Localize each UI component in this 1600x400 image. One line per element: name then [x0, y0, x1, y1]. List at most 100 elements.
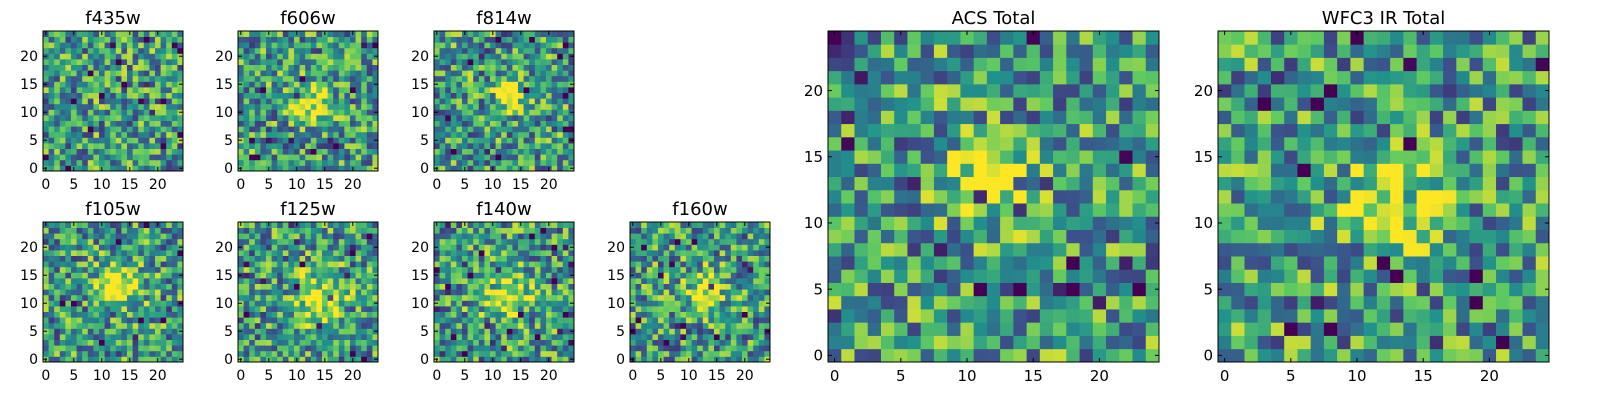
heatmap-cell	[149, 103, 156, 110]
heatmap-cell	[484, 250, 491, 256]
heatmap-cell	[646, 300, 653, 307]
heatmap-cell	[316, 300, 323, 307]
heatmap-cell	[48, 334, 55, 340]
heatmap-cell	[43, 261, 49, 268]
heatmap-cell	[282, 238, 289, 245]
heatmap-cell	[155, 148, 161, 155]
heatmap-cell	[534, 334, 541, 340]
heatmap-cell	[277, 255, 284, 262]
heatmap-cell	[920, 256, 935, 270]
heatmap-cell	[540, 137, 547, 144]
heatmap-cell	[43, 250, 49, 256]
heatmap-cell	[177, 47, 184, 54]
heatmap-cell	[366, 334, 373, 340]
heatmap-cell	[76, 339, 83, 346]
heatmap-cell	[758, 328, 765, 335]
heatmap-cell	[149, 328, 156, 335]
heatmap-cell	[361, 109, 368, 116]
heatmap-cell	[546, 42, 552, 49]
heatmap-cell	[65, 137, 72, 144]
heatmap-cell	[562, 350, 569, 357]
heatmap-cell	[48, 137, 55, 144]
heatmap-cell	[562, 115, 569, 121]
heatmap-cell	[254, 283, 261, 290]
heatmap-cell	[523, 98, 530, 105]
heatmap-cell	[669, 266, 676, 273]
heatmap-cell	[59, 311, 66, 318]
heatmap-cell	[462, 334, 468, 340]
heatmap-cell	[691, 278, 698, 284]
heatmap-cell	[305, 109, 312, 116]
heatmap-cell	[65, 47, 72, 54]
heatmap-cell	[288, 70, 295, 77]
heatmap-cell	[115, 350, 122, 357]
heatmap-cell	[933, 256, 948, 270]
heatmap-cell	[54, 222, 61, 228]
heatmap-cell	[1066, 295, 1080, 310]
heatmap-cell	[93, 137, 100, 144]
heatmap-cell	[742, 345, 748, 352]
heatmap-cell	[277, 261, 284, 268]
heatmap-cell	[266, 345, 272, 352]
heatmap-cell	[350, 53, 356, 60]
heatmap-cell	[674, 334, 681, 340]
heatmap-cell	[742, 294, 748, 301]
heatmap-cell	[546, 255, 552, 262]
heatmap-cell	[434, 70, 440, 77]
heatmap-cell	[99, 345, 105, 352]
heatmap-cell	[65, 98, 72, 105]
heatmap-cell	[82, 126, 89, 133]
y-tick-label: 15	[215, 77, 233, 93]
heatmap-cell	[155, 283, 161, 290]
heatmap-cell	[76, 272, 83, 279]
heatmap-cell	[490, 98, 496, 105]
heatmap-cell	[562, 70, 569, 77]
heatmap-cell	[501, 103, 508, 110]
heatmap-cell	[686, 294, 692, 301]
heatmap-cell	[439, 294, 446, 301]
heatmap-cell	[271, 294, 278, 301]
heatmap-cell	[747, 266, 754, 273]
heatmap-cell	[641, 255, 648, 262]
heatmap-cell	[495, 345, 502, 352]
heatmap-cell	[372, 306, 379, 312]
heatmap-cell	[282, 266, 289, 273]
heatmap-cell	[310, 131, 317, 138]
heatmap-cell	[338, 103, 345, 110]
heatmap-cell	[149, 64, 156, 71]
heatmap-cell	[646, 255, 653, 262]
heatmap-cell	[562, 233, 569, 240]
heatmap-cell	[456, 294, 463, 301]
heatmap-cell	[260, 154, 267, 161]
heatmap-cell	[540, 36, 547, 43]
heatmap-cell	[43, 159, 49, 166]
heatmap-cell	[294, 238, 300, 245]
heatmap-cell	[518, 81, 524, 88]
heatmap-cell	[714, 255, 720, 262]
heatmap-cell	[1039, 322, 1054, 336]
heatmap-cell	[529, 159, 536, 166]
heatmap-cell	[557, 244, 564, 251]
heatmap-cell	[338, 222, 345, 228]
heatmap-cell	[1066, 282, 1080, 297]
heatmap-cell	[316, 266, 323, 273]
heatmap-cell	[266, 87, 272, 93]
heatmap-cell	[523, 143, 530, 149]
heatmap-cell	[166, 255, 173, 262]
heatmap-cell	[551, 317, 558, 324]
heatmap-cell	[71, 300, 77, 307]
heatmap-cell	[562, 294, 569, 301]
heatmap-cell	[434, 64, 440, 71]
heatmap-cell	[434, 317, 440, 324]
heatmap-cell	[249, 148, 256, 155]
heatmap-cell	[65, 42, 72, 49]
heatmap-cell	[546, 272, 552, 279]
heatmap-cell	[557, 165, 564, 172]
heatmap-cell	[456, 233, 463, 240]
heatmap-cell	[294, 81, 300, 88]
heatmap-cell	[254, 64, 261, 71]
heatmap-cell	[361, 278, 368, 284]
heatmap-cell	[920, 335, 935, 350]
heatmap-cell	[82, 148, 89, 155]
